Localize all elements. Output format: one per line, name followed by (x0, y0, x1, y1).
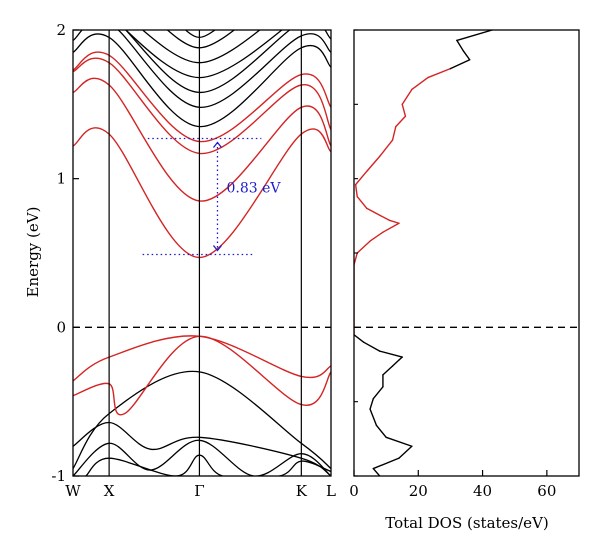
kpoint-label-4: L (326, 482, 336, 500)
dos-segment-10 (391, 359, 400, 367)
dos-segment-4 (375, 424, 387, 439)
right-frame (353, 29, 580, 477)
left-frame (72, 29, 332, 477)
y-tick-label-2: 1 (56, 170, 66, 188)
dos-segment-18 (356, 240, 371, 254)
red-band-0 (73, 127, 331, 259)
dos-x-tick-label-2: 40 (473, 482, 492, 500)
dos-x-tick-label-0: 0 (349, 482, 359, 500)
red-band-2 (73, 57, 331, 155)
dos-curve-group (354, 30, 493, 476)
y-axis-label: Energy (eV) (24, 207, 42, 298)
dos-segment-9 (382, 365, 394, 376)
dos-segment-3 (385, 436, 413, 447)
red-band-1 (73, 77, 331, 202)
black-band-2 (124, 30, 331, 94)
dos-segment-20 (382, 222, 400, 233)
dos-segment-30 (401, 103, 407, 117)
dos-segment-22 (366, 207, 391, 221)
dos-x-tick-label-3: 60 (537, 482, 556, 500)
dos-segment-7 (372, 386, 384, 400)
dos-segment-12 (379, 350, 403, 358)
dos-panel: 0 20 40 60 (349, 29, 580, 500)
dos-segment-32 (411, 76, 429, 91)
kpoint-label-3: K (296, 482, 308, 500)
black-band-11 (85, 454, 331, 476)
dos-segment-24 (354, 183, 358, 198)
dos-x-tick-label-1: 20 (409, 482, 428, 500)
y-tick-label-3: 2 (56, 21, 66, 39)
dos-segment-13 (362, 341, 381, 352)
kpoint-label-0: W (65, 482, 81, 500)
black-band-6 (184, 30, 216, 39)
red-band-4 (73, 335, 331, 382)
y-tick-label-0: -1 (51, 467, 66, 485)
black-band-1 (73, 30, 331, 108)
dos-segment-33 (427, 67, 452, 79)
kpoint-label-2: Γ (194, 482, 204, 500)
dos-segment-14 (354, 334, 365, 343)
dos-segment-0 (372, 467, 381, 476)
dos-segment-31 (401, 88, 413, 106)
dos-segment-29 (395, 115, 407, 128)
dos-segment-34 (449, 59, 471, 70)
dos-segment-35 (462, 50, 471, 61)
dos-segment-28 (391, 125, 397, 141)
dos-segment-21 (388, 219, 400, 224)
dos-segment-5 (369, 408, 378, 427)
dos-segment-1 (372, 457, 400, 470)
dos-x-axis-label: Total DOS (states/eV) (385, 514, 549, 532)
red-band-5 (73, 335, 331, 416)
gap-arrow-head-top (212, 141, 222, 148)
dos-segment-37 (456, 30, 493, 42)
dos-segment-36 (456, 39, 464, 52)
black-band-9 (73, 421, 331, 476)
gap-value-label: 0.83 eV (226, 181, 281, 197)
dos-segment-19 (369, 231, 384, 242)
dos-segment-6 (369, 397, 374, 410)
kpoint-label-1: X (104, 482, 115, 500)
gap-arrow-head-bottom (212, 245, 222, 252)
dos-segment-26 (366, 155, 381, 172)
y-tick-label-1: 0 (56, 318, 66, 336)
black-band-7 (196, 30, 203, 31)
dos-segment-2 (398, 445, 413, 459)
dos-segment-25 (354, 170, 368, 186)
dos-segment-27 (379, 139, 394, 158)
black-band-5 (166, 30, 236, 49)
band-structure-panel: W X Γ K L 0.83 eV -1 0 1 2 (51, 21, 336, 500)
dos-segment-23 (356, 195, 368, 210)
bands-group (73, 30, 331, 476)
